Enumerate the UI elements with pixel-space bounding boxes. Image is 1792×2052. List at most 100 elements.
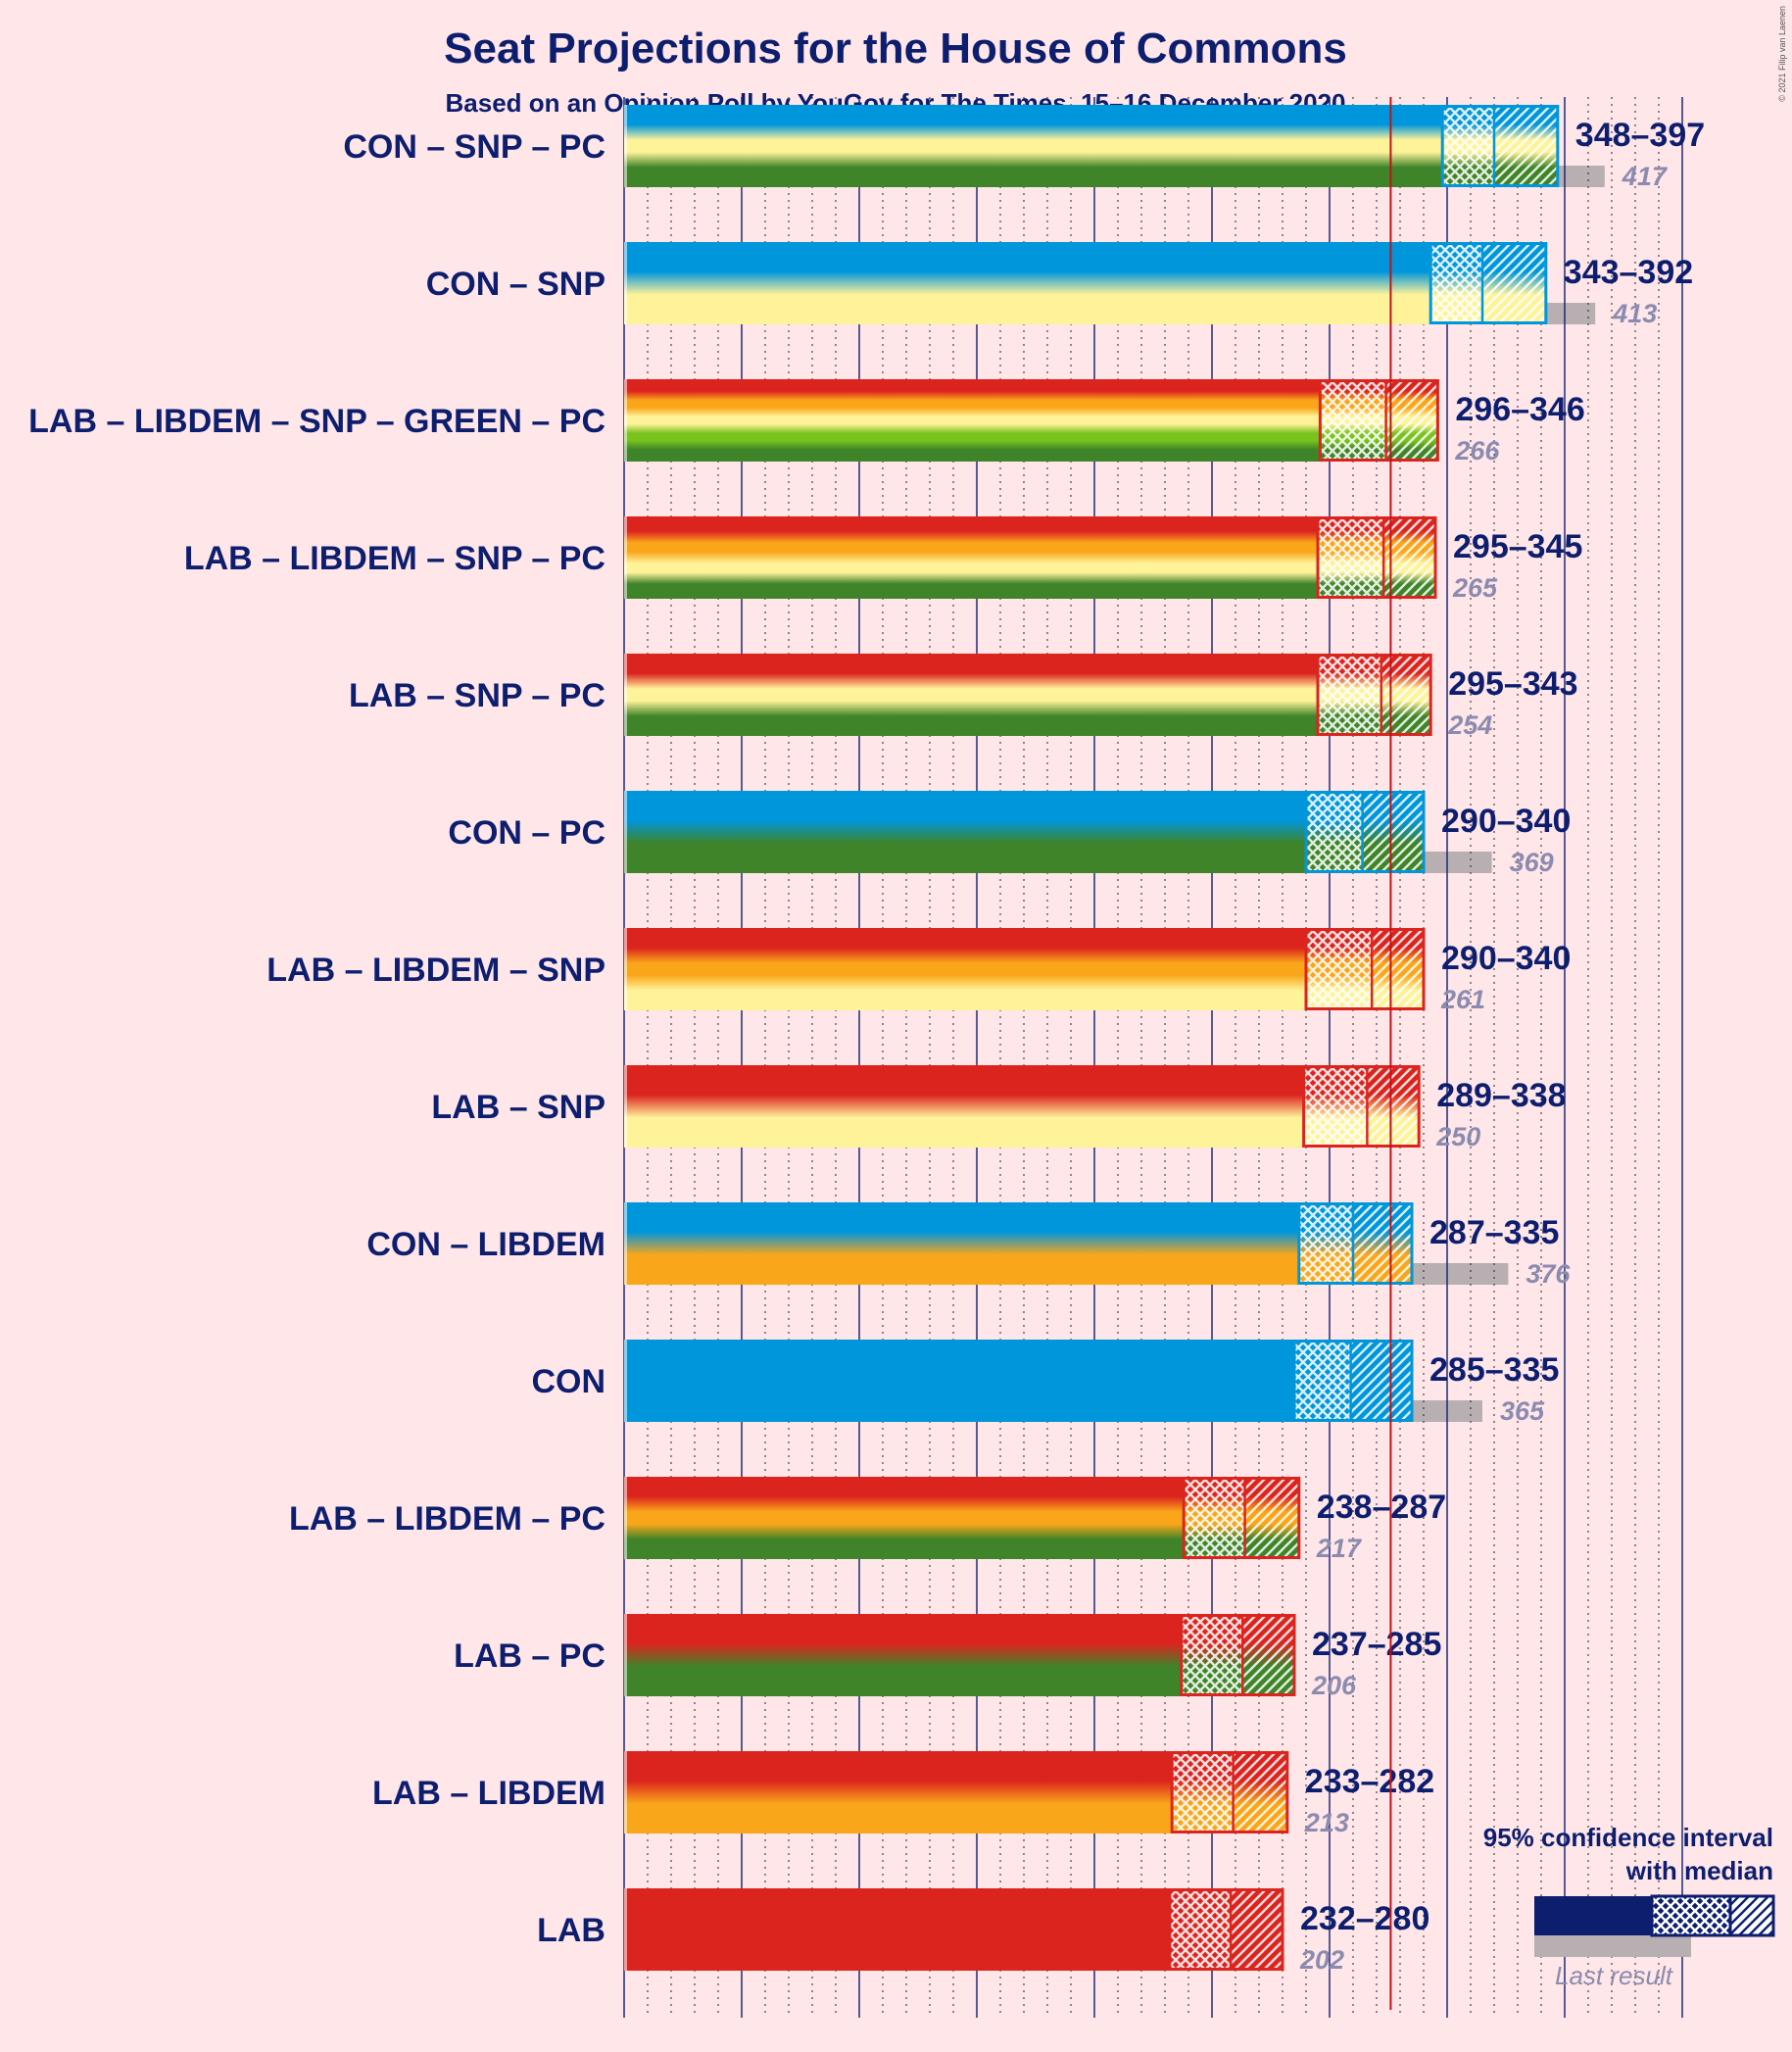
projection-solid	[624, 1888, 1170, 1971]
ci-upper-hatch	[1242, 1614, 1294, 1696]
bar-left-edge	[624, 1614, 627, 1696]
ci-lower-hatch	[1430, 242, 1482, 324]
bar-left-edge	[624, 928, 627, 1010]
coalition-label: LAB – LIBDEM – SNP – GREEN – PC	[28, 403, 605, 440]
row-9: CON – LIBDEM 287–335 376	[366, 1195, 1683, 1332]
ci-upper-hatch	[1244, 1477, 1299, 1559]
coalition-label: CON	[531, 1363, 605, 1400]
last-result-label: 213	[1304, 1808, 1349, 1837]
ci-upper-hatch	[1350, 1340, 1412, 1422]
projection-solid	[624, 1751, 1173, 1833]
projection-solid	[624, 654, 1318, 736]
ci-upper-hatch	[1482, 242, 1546, 324]
ci-upper-hatch	[1372, 928, 1424, 1010]
range-label: 348–397	[1575, 117, 1705, 154]
row-2: CON – SNP 343–392 413	[426, 234, 1693, 371]
ci-lower-hatch	[1172, 1751, 1234, 1833]
legend-title-line1: 95% confidence interval	[1483, 1823, 1773, 1852]
ci-outline	[1316, 516, 1437, 599]
projection-solid	[624, 1202, 1299, 1285]
bar-left-edge	[624, 1751, 627, 1833]
ci-lower-hatch	[1306, 791, 1363, 873]
ci-lower-hatch	[1184, 1477, 1245, 1559]
row-10: CON 285–335 365	[531, 1332, 1683, 1469]
ci-outline	[1316, 654, 1432, 736]
bar-left-edge	[624, 654, 627, 736]
ci-outline	[1318, 379, 1439, 462]
ci-outline	[1440, 105, 1560, 187]
range-label: 287–335	[1429, 1214, 1559, 1251]
projection-solid	[624, 1065, 1304, 1148]
ci-lower-hatch	[1318, 516, 1384, 599]
bar-left-edge	[624, 1340, 627, 1422]
range-label: 285–335	[1429, 1351, 1559, 1389]
last-result-label: 202	[1299, 1945, 1344, 1975]
ci-outline	[1182, 1477, 1301, 1559]
range-label: 290–340	[1441, 803, 1571, 840]
row-6: CON – PC 290–340 369	[448, 783, 1683, 920]
coalition-label: CON – SNP	[426, 266, 605, 303]
last-result-label: 266	[1454, 436, 1500, 465]
ci-upper-hatch	[1367, 1065, 1420, 1148]
legend-ci-outline	[1650, 1894, 1775, 1937]
legend-ci-lower-hatch	[1652, 1896, 1730, 1935]
ci-outline	[1304, 928, 1426, 1010]
ci-upper-hatch	[1380, 654, 1431, 736]
legend-solid	[1534, 1896, 1652, 1935]
row-12: LAB – PC 237–285 206	[454, 1606, 1683, 1743]
bar-left-edge	[624, 1202, 627, 1285]
legend-ci-upper-hatch	[1730, 1896, 1773, 1935]
row-8: LAB – SNP 289–338 250	[431, 1057, 1683, 1195]
bar-left-edge	[624, 1477, 627, 1559]
projection-solid	[624, 379, 1321, 462]
bar-left-edge	[624, 105, 627, 187]
copyright-credit: © 2021 Filip van Laenen	[1777, 6, 1787, 102]
last-result-label: 254	[1447, 710, 1492, 740]
bar-left-edge	[624, 791, 627, 873]
projection-solid	[624, 516, 1318, 599]
ci-outline	[1297, 1202, 1414, 1285]
ci-outline	[1429, 242, 1548, 324]
bar-left-edge	[624, 516, 627, 599]
ci-upper-hatch	[1231, 1888, 1283, 1971]
range-label: 296–346	[1455, 391, 1584, 428]
row-5: LAB – SNP – PC 295–343 254	[349, 646, 1683, 783]
coalition-label: LAB – LIBDEM	[372, 1775, 605, 1812]
range-label: 295–345	[1453, 528, 1582, 565]
row-7: LAB – LIBDEM – SNP 290–340 261	[266, 920, 1683, 1057]
row-13: LAB – LIBDEM 233–282 213	[372, 1743, 1683, 1881]
bar-left-edge	[624, 1888, 627, 1971]
projection-solid	[624, 1340, 1294, 1422]
last-result-label: 365	[1500, 1396, 1545, 1426]
row-11: LAB – LIBDEM – PC 238–287 217	[289, 1469, 1683, 1606]
legend-last-result-label: Last result	[1555, 1961, 1674, 1990]
last-result-label: 413	[1612, 299, 1657, 328]
ci-outline	[1304, 791, 1426, 873]
ci-outline	[1302, 1065, 1421, 1148]
chart-title: Seat Projections for the House of Common…	[444, 24, 1347, 73]
ci-upper-hatch	[1494, 105, 1558, 187]
coalition-label: LAB – LIBDEM – SNP – PC	[184, 540, 605, 577]
row-4: LAB – LIBDEM – SNP – PC 295–345 265	[184, 509, 1683, 646]
ci-lower-hatch	[1442, 105, 1494, 187]
coalition-label: CON – PC	[448, 814, 605, 852]
coalition-label: LAB – SNP – PC	[349, 677, 605, 714]
last-result-label: 376	[1526, 1259, 1571, 1289]
last-result-label: 217	[1316, 1534, 1363, 1563]
bar-left-edge	[624, 242, 627, 324]
row-1: CON – SNP – PC 348–397 417	[343, 97, 1705, 234]
ci-upper-hatch	[1233, 1751, 1287, 1833]
range-label: 237–285	[1312, 1626, 1441, 1663]
range-label: 343–392	[1564, 254, 1693, 291]
ci-upper-hatch	[1383, 516, 1435, 599]
range-label: 295–343	[1448, 665, 1577, 703]
coalition-label: CON – SNP – PC	[343, 128, 605, 166]
ci-lower-hatch	[1303, 1065, 1368, 1148]
last-result-label: 265	[1452, 573, 1498, 603]
projection-solid	[624, 928, 1306, 1010]
ci-upper-hatch	[1385, 379, 1438, 462]
projection-solid	[624, 1614, 1182, 1696]
coalition-label: LAB – PC	[454, 1637, 605, 1675]
projection-solid	[624, 242, 1431, 324]
